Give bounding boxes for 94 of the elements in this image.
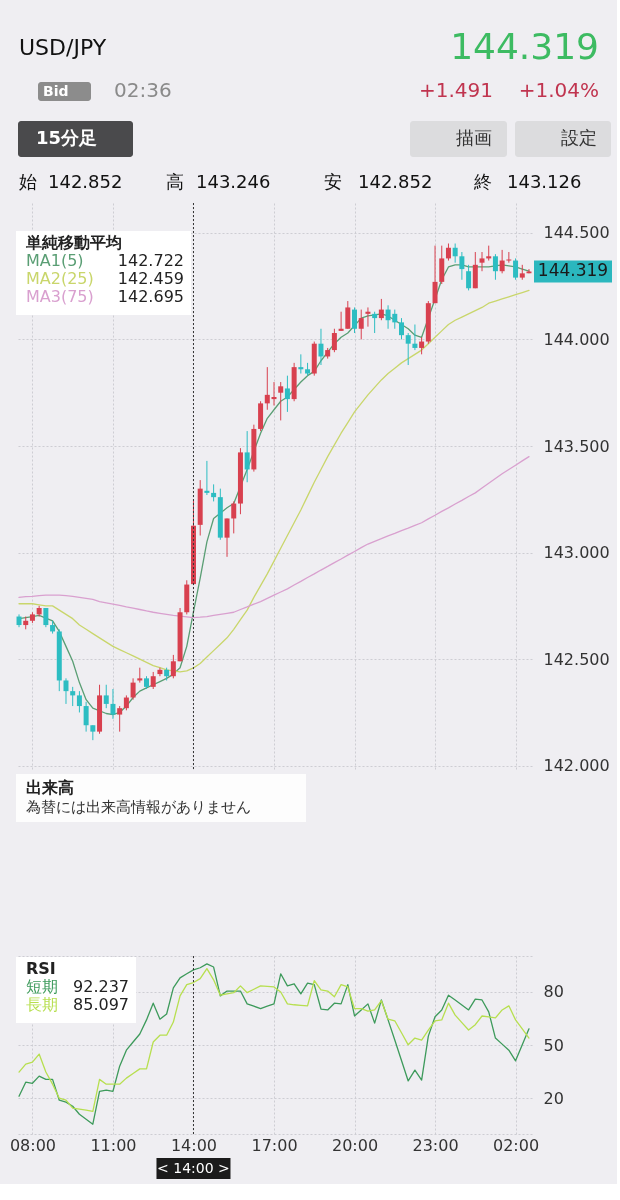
candlestick: [231, 500, 237, 534]
annotation: 92.237: [73, 977, 129, 996]
candlestick: [506, 251, 512, 264]
candlestick: [298, 353, 304, 375]
candlestick: [331, 328, 337, 353]
text: 高: [166, 171, 184, 192]
candlestick: [479, 251, 485, 272]
text: 143.126: [507, 171, 582, 192]
text: 始: [19, 171, 37, 192]
candlestick: [224, 517, 230, 558]
x-tick-label: 02:00: [493, 1135, 540, 1155]
candlestick: [452, 243, 458, 264]
candlestick: [459, 251, 465, 281]
y-tick-label: 20: [543, 1088, 564, 1108]
candlestick: [36, 605, 42, 618]
candlestick: [117, 705, 123, 733]
text: +1.491: [418, 78, 493, 102]
x-tick-label: 11:00: [90, 1135, 137, 1155]
text: USD/JPY: [19, 35, 107, 60]
text: 設定: [561, 127, 597, 148]
candlestick: [526, 268, 532, 274]
text: 144.319: [450, 26, 599, 67]
line-series: [18, 456, 530, 619]
x-tick-label: 20:00: [331, 1135, 379, 1155]
x-tick-label: 14:00: [170, 1135, 218, 1155]
text: 出来高: [26, 777, 74, 797]
x-tick-label: 08:00: [9, 1135, 56, 1155]
text: 15分足: [36, 127, 98, 148]
y-tick-label: 142.500: [543, 649, 610, 669]
text: MA2(25): [26, 269, 94, 288]
candlestick: [499, 249, 505, 274]
x-tick-label: 23:00: [412, 1135, 459, 1155]
text: 為替には出来高情報がありません: [26, 797, 251, 816]
candlestick: [365, 306, 371, 328]
candlestick: [63, 677, 69, 705]
candlestick: [372, 311, 378, 334]
candlestick: [43, 607, 49, 628]
candlestick: [345, 300, 351, 330]
y-tick-label: 143.500: [543, 436, 610, 456]
candlestick: [130, 677, 136, 701]
candlestick: [338, 311, 344, 332]
annotation: 142.722: [117, 251, 184, 270]
candlestick: [278, 381, 284, 421]
candlestick: [170, 654, 176, 679]
text: 02:36: [114, 78, 172, 102]
annotation: 142.695: [117, 287, 184, 306]
candlestick: [264, 366, 270, 411]
candlestick: [70, 686, 76, 707]
candlestick: [352, 306, 358, 334]
text: 142.852: [48, 171, 123, 192]
candlestick: [466, 264, 472, 291]
y-tick-label: 80: [543, 982, 564, 1002]
candlestick: [513, 257, 519, 281]
candlestick: [76, 690, 82, 713]
legend-title: 単純移動平均: [25, 233, 122, 252]
y-tick-label: 50: [543, 1035, 564, 1055]
text: Bid: [43, 82, 69, 99]
candlestick: [271, 381, 277, 406]
candlestick: [244, 430, 250, 483]
text: 142.852: [358, 171, 433, 192]
text: MA1(5): [26, 251, 84, 270]
y-tick-label: 143.000: [543, 543, 610, 563]
text: 長期: [26, 995, 58, 1014]
text: 144.319: [537, 260, 609, 281]
candlestick: [378, 298, 384, 321]
candlestick: [83, 701, 89, 733]
candlestick: [412, 324, 418, 351]
text: 短期: [26, 977, 58, 996]
candlestick: [318, 328, 324, 366]
candlestick: [472, 251, 478, 289]
y-tick-label: 144.000: [543, 329, 610, 349]
candlestick: [492, 253, 498, 281]
text: 143.246: [196, 171, 271, 192]
x-tick-label: 17:00: [251, 1135, 298, 1155]
text: 終: [473, 171, 492, 192]
candlestick: [110, 688, 116, 720]
text: 描画: [456, 127, 492, 148]
text: MA3(75): [26, 287, 94, 306]
candlestick: [284, 375, 290, 413]
candlestick: [405, 332, 411, 366]
text: 安: [324, 171, 342, 192]
candlestick: [398, 317, 404, 340]
annotation: 142.459: [117, 269, 184, 288]
candlestick: [358, 309, 364, 340]
y-tick-label: 144.500: [543, 223, 610, 243]
text: +1.04%: [518, 78, 599, 102]
candlestick: [432, 245, 438, 304]
y-tick-label: 142.000: [543, 756, 610, 776]
legend-title: RSI: [26, 959, 56, 978]
candlestick: [103, 684, 109, 709]
candlestick: [439, 245, 445, 285]
text: < 14:00 >: [157, 1159, 230, 1176]
annotation: 85.097: [73, 995, 129, 1014]
candlestick: [204, 460, 210, 496]
